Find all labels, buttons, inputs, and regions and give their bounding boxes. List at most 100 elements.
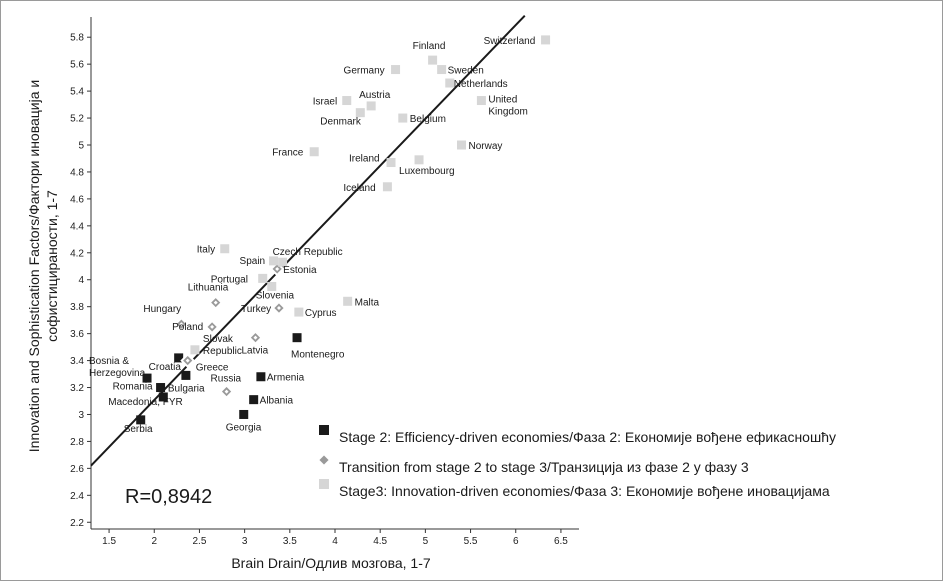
label-slovak-republic: Slovak Republic — [203, 334, 242, 357]
point-macedonia-fyr — [158, 392, 168, 402]
point-estonia-center — [275, 266, 280, 271]
point-bulgaria — [181, 370, 191, 380]
correlation-annotation: R=0,8942 — [125, 486, 212, 508]
y-tick-label: 5.2 — [70, 114, 84, 125]
point-iceland — [382, 182, 392, 192]
point-greece-center — [185, 358, 190, 363]
y-tick-label: 4.4 — [70, 221, 84, 232]
y-tick-label: 2.4 — [70, 491, 84, 502]
label-luxembourg: Luxembourg — [399, 166, 455, 177]
point-ireland — [386, 158, 396, 168]
label-montenegro: Montenegro — [291, 350, 345, 361]
label-albania: Albania — [260, 396, 294, 407]
y-tick-label: 4.2 — [70, 248, 84, 259]
label-armenia: Armenia — [267, 373, 305, 384]
x-tick-label: 3 — [242, 536, 248, 547]
label-sweden: Sweden — [448, 66, 484, 77]
point-netherlands — [445, 78, 455, 88]
label-estonia: Estonia — [283, 265, 317, 276]
y-tick-label: 3 — [78, 410, 84, 421]
point-sweden — [437, 65, 447, 75]
label-iceland: Iceland — [343, 183, 375, 194]
point-italy — [220, 244, 230, 254]
label-malta: Malta — [355, 297, 380, 308]
x-tick-label: 3.5 — [283, 536, 297, 547]
legend-marker-0 — [319, 425, 329, 435]
legend-marker-2 — [319, 479, 329, 489]
x-tick-label: 4 — [332, 536, 338, 547]
y-tick-label: 3.2 — [70, 383, 84, 394]
point-cyprus — [294, 307, 304, 317]
point-romania — [156, 383, 166, 393]
label-slovenia: Slovenia — [256, 290, 295, 301]
point-hungary-center — [179, 322, 184, 327]
point-israel — [342, 96, 352, 106]
y-tick-label: 2.2 — [70, 518, 84, 529]
label-poland: Poland — [172, 322, 203, 333]
y-axis-title-line-2: софистицираности, 1-7 — [44, 190, 60, 342]
point-georgia — [239, 409, 249, 419]
x-tick-label: 2.5 — [192, 536, 206, 547]
y-tick-label: 4 — [78, 275, 84, 286]
label-denmark: Denmark — [320, 117, 362, 128]
y-tick-label: 5.8 — [70, 33, 84, 44]
legend-entry-0: Stage 2: Efficiency-driven economies/Фаз… — [339, 429, 836, 445]
point-latvia-center — [253, 335, 258, 340]
label-cyprus: Cyprus — [305, 308, 337, 319]
x-tick-label: 2 — [151, 536, 157, 547]
y-tick-label: 4.8 — [70, 167, 84, 178]
data-points — [136, 35, 551, 425]
label-netherlands: Netherlands — [454, 79, 508, 90]
label-latvia: Latvia — [241, 346, 268, 357]
point-serbia — [136, 415, 146, 425]
label-italy: Italy — [197, 245, 215, 256]
y-tick-label: 3.8 — [70, 302, 84, 313]
point-turkey-center — [276, 306, 281, 311]
y-axis-title: Innovation and Sophistication Factors/Фа… — [26, 80, 60, 452]
label-united-kingdom: United Kingdom — [488, 95, 527, 118]
legend-entry-1: Transition from stage 2 to stage 3/Транз… — [339, 459, 749, 475]
point-montenegro — [292, 333, 302, 343]
label-bulgaria: Bulgaria — [168, 383, 205, 394]
label-hungary: Hungary — [143, 304, 181, 315]
label-austria: Austria — [359, 90, 391, 101]
point-luxembourg — [414, 155, 424, 165]
point-armenia — [256, 372, 266, 382]
point-spain — [269, 256, 279, 266]
point-czech-republic — [278, 257, 288, 267]
point-poland-center — [210, 324, 215, 329]
point-russia-center — [224, 389, 229, 394]
point-bosnia-herzegovina — [142, 373, 152, 383]
x-tick-label: 6 — [513, 536, 519, 547]
point-croatia — [174, 353, 184, 363]
point-switzerland — [541, 35, 551, 45]
label-norway: Norway — [469, 141, 503, 152]
tick-labels: 1.5 2 2.5 3 3.5 4 4.5 5 5.5 6 6.5 2.2 2.4 2.6 2.8 3 3.2 3… — [70, 33, 568, 547]
point-slovak-republic — [190, 345, 200, 355]
point-belgium — [398, 113, 408, 123]
y-tick-label: 3.6 — [70, 329, 84, 340]
label-turkey: Turkey — [241, 304, 271, 315]
x-tick-label: 1.5 — [102, 536, 116, 547]
label-lithuania: Lithuania — [188, 283, 229, 294]
point-portugal — [258, 273, 268, 283]
x-tick-label: 6.5 — [554, 536, 568, 547]
label-switzerland: Switzerland — [484, 36, 536, 47]
label-spain: Spain — [240, 256, 266, 267]
y-tick-label: 4.6 — [70, 194, 84, 205]
y-tick-label: 5.4 — [70, 87, 84, 98]
label-macedonia-fyr: Macedonia, FYR — [108, 397, 182, 408]
y-tick-label: 5 — [78, 141, 84, 152]
label-greece: Greece — [196, 363, 229, 374]
label-serbia: Serbia — [124, 424, 153, 435]
legend-marker-1 — [316, 452, 332, 468]
x-tick-label: 5 — [423, 536, 429, 547]
point-norway — [457, 140, 467, 150]
point-lithuania-center — [213, 300, 218, 305]
label-israel: Israel — [313, 97, 337, 108]
point-france — [309, 147, 319, 157]
point-malta — [343, 296, 353, 306]
label-finland: Finland — [413, 41, 446, 52]
